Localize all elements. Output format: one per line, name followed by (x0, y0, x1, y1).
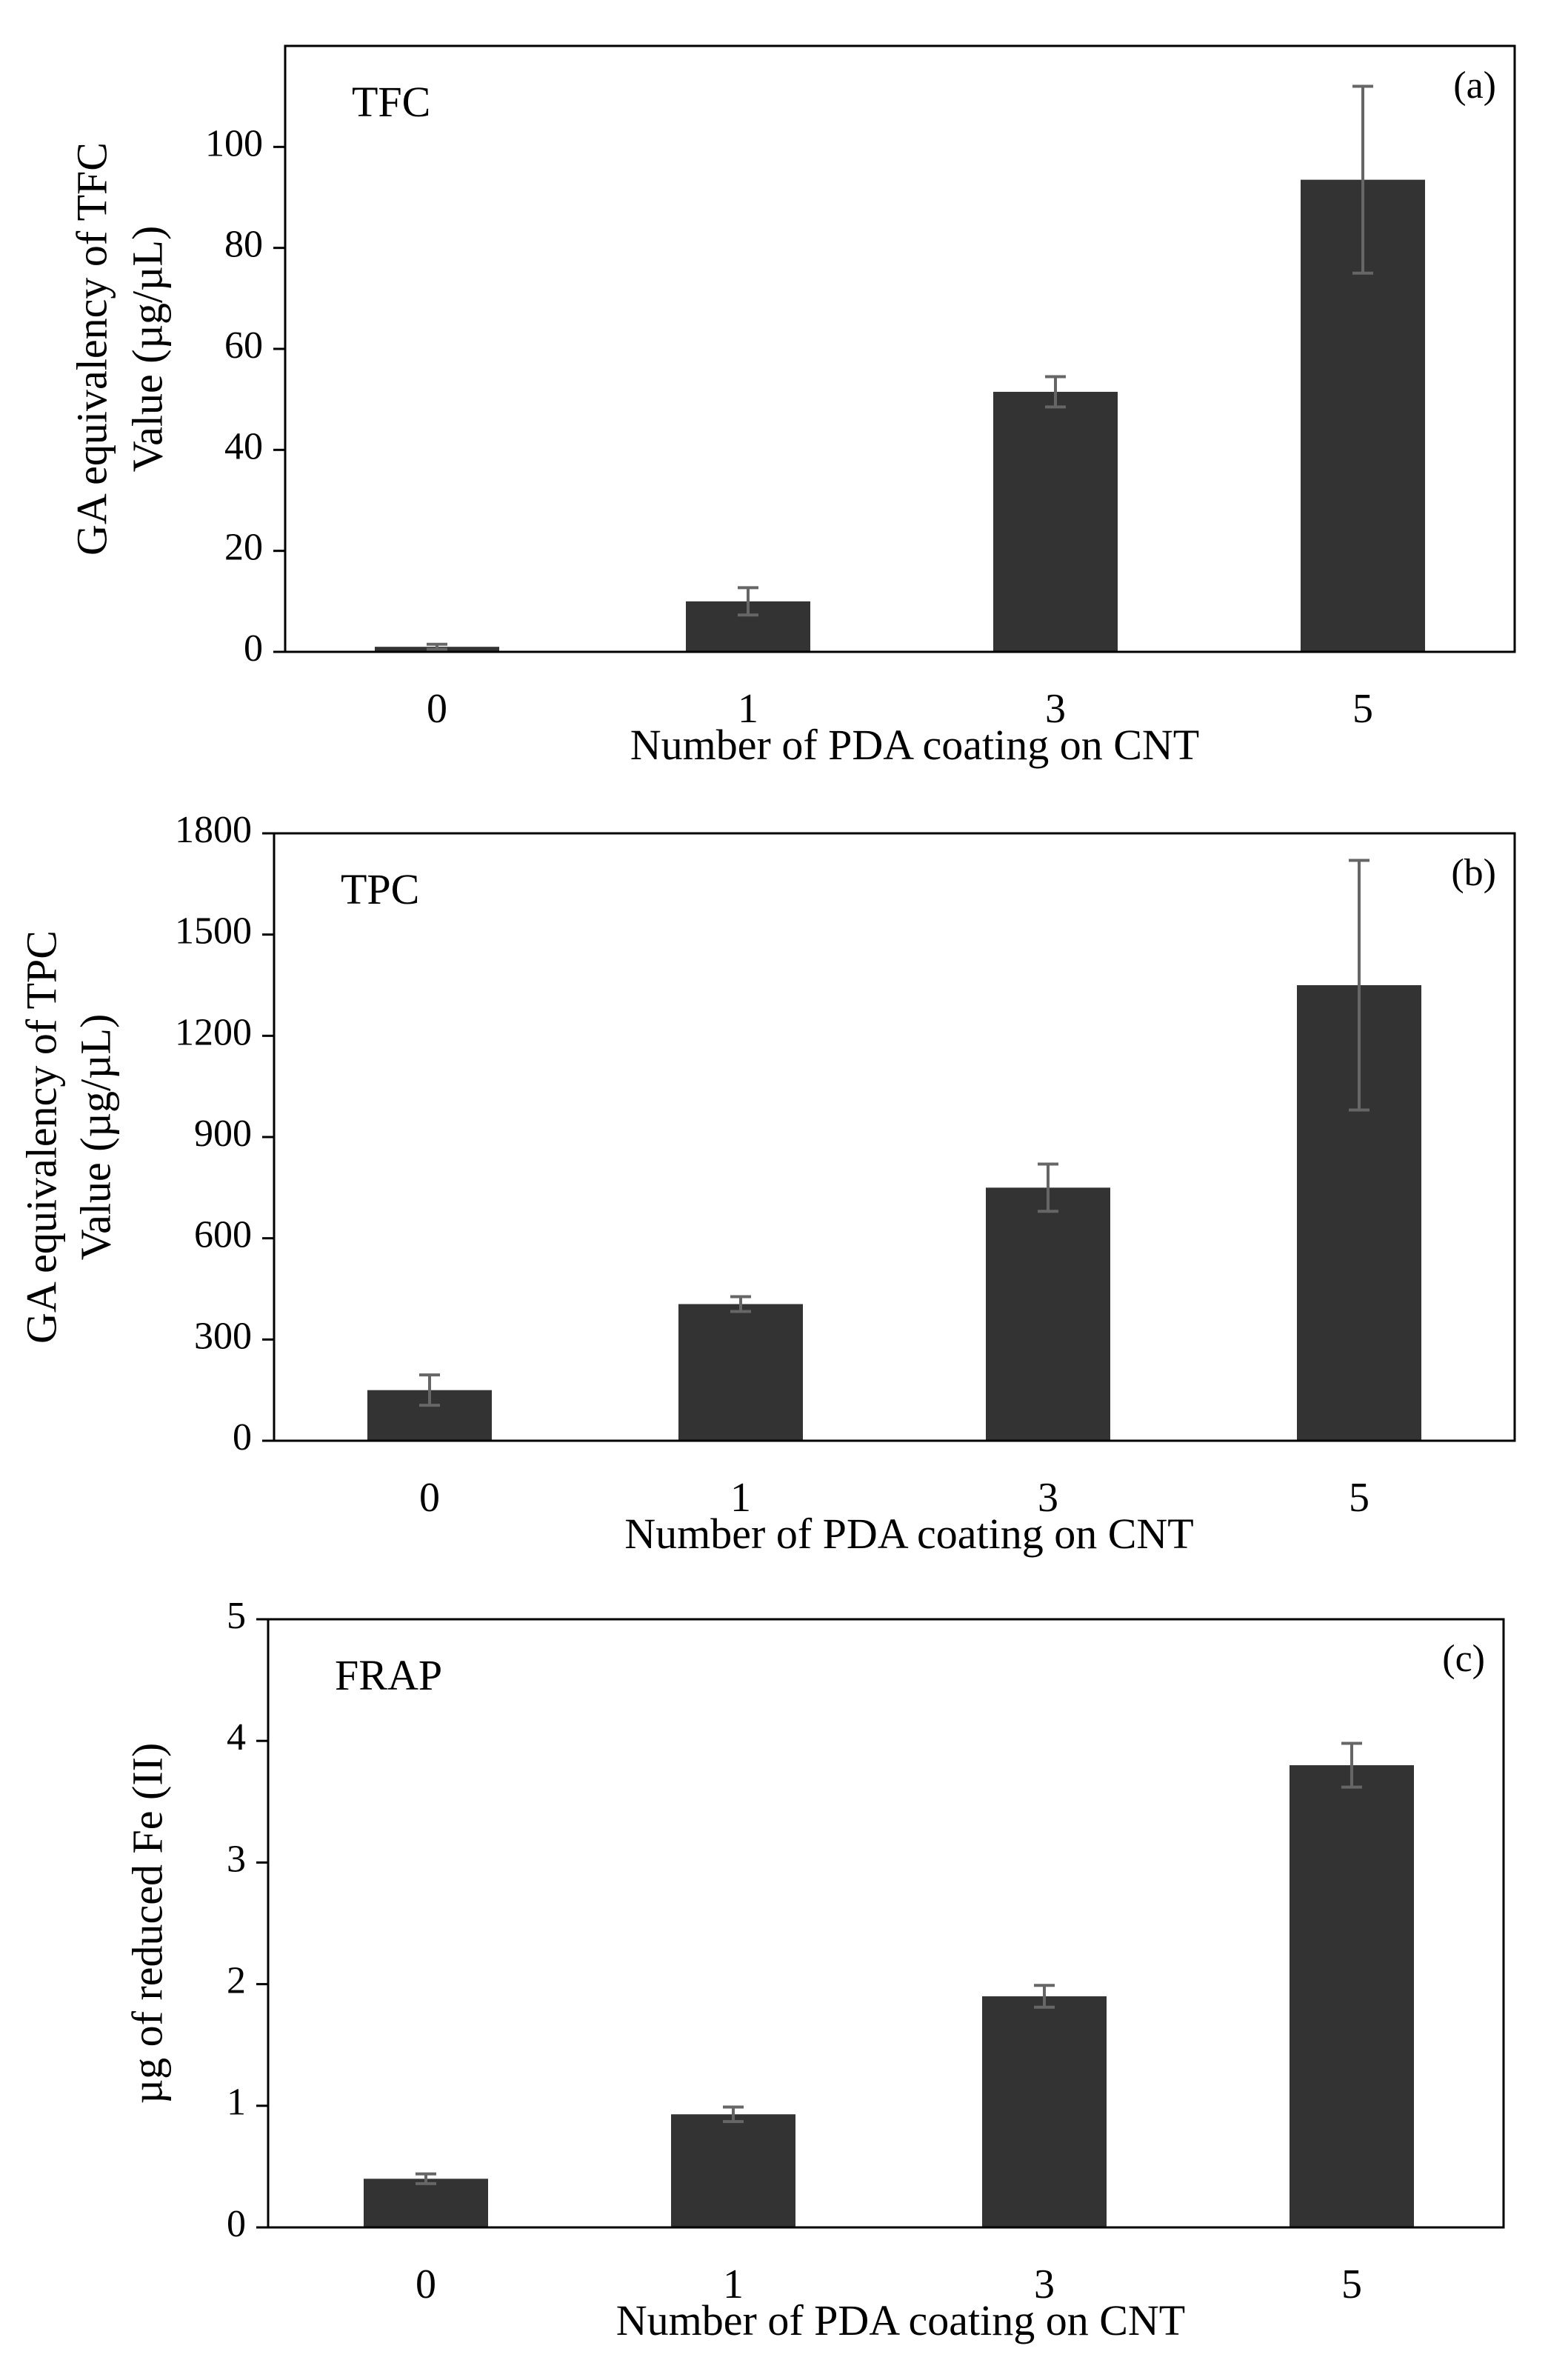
y-tick-label: 1200 (175, 1011, 252, 1053)
y-tick-label: 20 (224, 527, 263, 569)
y-axis-label: Value (µg/µL) (71, 1014, 119, 1261)
x-tick-label: 1 (730, 1475, 751, 1521)
y-tick-label: 40 (224, 425, 263, 467)
bar-3 (986, 1187, 1110, 1441)
y-tick-label: 1500 (175, 910, 252, 953)
y-tick-label: 0 (233, 1416, 252, 1459)
y-tick-label: 2 (227, 1960, 246, 2002)
bar-1 (671, 2114, 795, 2227)
inset-label: FRAP (335, 1651, 442, 1699)
error-bar-3 (1034, 1984, 1055, 2009)
error-bar-5 (1349, 859, 1369, 1112)
panel-label: (c) (1442, 1638, 1485, 1680)
y-axis-label: GA equivalency of TFC (67, 142, 116, 556)
x-tick-label: 0 (416, 2261, 436, 2307)
x-tick-label: 5 (1352, 686, 1373, 732)
chart-panel-3: 0 1 2 3 4 5 0 1 3 5 Number of PDA coating on CNT µg… (123, 1595, 1505, 2344)
y-tick-label: 1800 (175, 809, 252, 851)
x-tick-label: 3 (1045, 686, 1066, 732)
plot-frame (267, 1618, 1505, 2229)
y-axis-label: GA equivalency of TPC (17, 930, 65, 1344)
bar-3 (982, 1996, 1107, 2227)
x-tick-label: 5 (1341, 2261, 1362, 2307)
inset-label: TPC (341, 865, 419, 913)
x-tick-label: 1 (738, 686, 758, 732)
error-bar-1 (738, 586, 758, 617)
x-tick-label: 0 (419, 1475, 440, 1521)
y-tick-label: 0 (244, 627, 263, 670)
error-bar-5 (1352, 84, 1373, 275)
bar-3 (993, 391, 1118, 652)
y-tick-label: 3 (227, 1838, 246, 1880)
y-tick-label: 300 (194, 1315, 252, 1357)
error-bar-3 (1038, 1162, 1058, 1213)
y-tick-label: 80 (224, 224, 263, 266)
x-tick-label: 3 (1034, 2261, 1055, 2307)
y-tick-label: 5 (227, 1595, 246, 1637)
y-tick-label: 1 (227, 2081, 246, 2124)
error-bar-3 (1045, 375, 1066, 409)
x-axis-label: Number of PDA coating on CNT (616, 2296, 1185, 2344)
error-bar-1 (723, 2105, 744, 2124)
x-tick-label: 5 (1349, 1475, 1369, 1521)
y-tick-label: 0 (227, 2203, 246, 2245)
chart-panel-1: 0 20 40 60 80 100 0 1 3 5 Number of PDA coating on… (67, 44, 1516, 769)
x-tick-label: 3 (1038, 1475, 1058, 1521)
x-axis-label: Number of PDA coating on CNT (624, 1510, 1193, 1558)
error-bar-0 (416, 2172, 436, 2185)
y-axis-label: Value (µg/µL) (123, 226, 171, 473)
error-bar-0 (427, 642, 447, 651)
x-tick-label: 0 (427, 686, 447, 732)
y-tick-label: 4 (227, 1716, 246, 1759)
chart-panel-2: 0 300 600 900 1200 1500 1800 0 1 3 5 Number of PDA … (17, 809, 1516, 1558)
y-tick-label: 900 (194, 1113, 252, 1155)
y-tick-label: 60 (224, 324, 263, 367)
y-axis-label: µg of reduced Fe (II) (123, 1743, 171, 2104)
inset-label: TFC (352, 78, 430, 126)
x-tick-label: 1 (723, 2261, 744, 2307)
bar-0 (364, 2179, 488, 2227)
panel-label: (b) (1451, 852, 1496, 894)
y-tick-label: 600 (194, 1214, 252, 1256)
error-bar-1 (730, 1295, 751, 1313)
bar-1 (678, 1304, 803, 1441)
error-bar-5 (1341, 1741, 1362, 1789)
error-bar-0 (419, 1373, 440, 1407)
y-tick-label: 100 (205, 122, 263, 164)
x-axis-label: Number of PDA coating on CNT (630, 721, 1199, 769)
panel-label: (a) (1453, 64, 1496, 107)
bar-5 (1290, 1765, 1414, 2227)
